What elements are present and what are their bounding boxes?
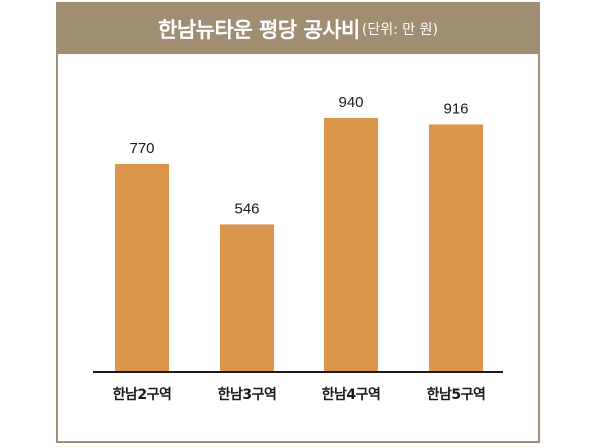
category-label-1: 한남2구역: [113, 386, 172, 403]
bar-1: [115, 163, 169, 372]
bars-group: [115, 118, 483, 372]
chart-title: 한남뉴타운 평당 공사비: [158, 18, 360, 42]
value-labels-group: 770 546 940 916: [129, 94, 468, 217]
chart-unit: (단위: 만 원): [361, 22, 438, 38]
category-label-3: 한남4구역: [322, 386, 381, 403]
bar-3: [324, 118, 378, 372]
bar-value-label-2: 546: [234, 200, 259, 217]
bar-value-label-3: 940: [338, 94, 363, 111]
bar-value-label-4: 916: [443, 100, 468, 117]
category-label-2: 한남3구역: [218, 386, 277, 403]
bar-4: [429, 124, 483, 372]
category-labels-group: 한남2구역 한남3구역 한남4구역 한남5구역: [113, 386, 486, 403]
title-band: 한남뉴타운 평당 공사비 (단위: 만 원): [58, 4, 538, 54]
category-label-4: 한남5구역: [427, 386, 486, 403]
bar-value-label-1: 770: [129, 140, 154, 157]
bar-2: [220, 224, 274, 372]
